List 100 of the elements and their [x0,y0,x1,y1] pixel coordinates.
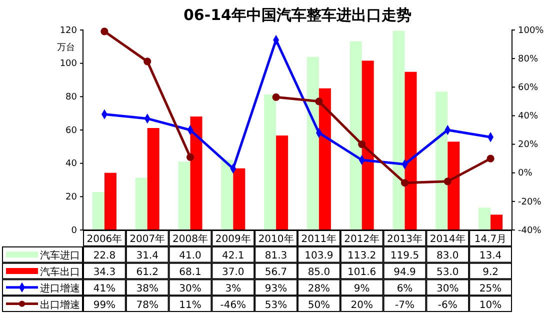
y2-tick-label: 100% [518,26,544,36]
point [100,28,108,36]
point [400,179,409,187]
bar [190,116,202,230]
y-tick-label: 20 [66,192,78,203]
y-tick-label: 0 [71,226,78,236]
point [444,178,452,186]
bar [264,94,276,230]
data-label: -7% [395,300,414,311]
data-label: 41.0 [179,250,202,262]
x-tick-label: 2013年 [387,233,422,246]
data-label: 94.9 [394,267,416,278]
x-tick-label: 2006年 [86,233,122,246]
bar [104,172,116,230]
legend-label: 出口增速 [40,298,80,311]
legend-label: 进口增速 [40,282,80,294]
y2-tick-label: -40% [518,226,542,236]
data-label: 119.5 [390,250,420,262]
data-label: 101.6 [348,267,376,278]
bar [362,60,374,230]
bar [147,128,160,230]
data-label: 37.0 [222,267,244,278]
bar [478,208,491,230]
x-tick-label: 14.7月 [474,234,507,246]
y2-tick-label: 80% [518,54,538,64]
data-label: 99% [93,300,116,311]
data-label: 3% [225,283,242,294]
data-label: 113.2 [348,250,376,262]
data-label: 93% [264,283,288,294]
data-label: 30% [436,283,459,294]
data-label: 50% [308,300,330,311]
data-label: 31.4 [136,250,158,262]
y2-tick-label: 20% [518,140,538,150]
y2-tick-label: 60% [518,83,538,94]
data-label: 83.0 [436,250,459,262]
y-tick-label: 40 [66,159,78,170]
y-tick-label: 80 [66,92,78,103]
text: -46% [220,300,246,311]
data-label: 78% [136,300,158,311]
data-label: 42.1 [222,250,244,262]
data-label: 81.3 [264,250,288,262]
point [315,98,323,106]
data-label: 28% [308,283,330,294]
x-tick-label: 2012年 [344,233,380,246]
data-label: 53% [264,300,288,311]
y2-tick-label: 0% [518,168,533,179]
bar [404,72,417,230]
point [358,140,366,148]
y-axis-title: 万台 [57,42,75,53]
data-label: 61.2 [136,267,158,278]
point [144,58,152,66]
data-label: 103.9 [304,250,334,262]
point [272,93,280,101]
data-label: 11% [179,300,202,311]
y2-tick-label: -20% [518,197,542,208]
x-tick-label: 2014年 [430,233,466,246]
data-label: 13.4 [479,250,502,262]
bar [392,30,405,230]
y2-tick-label: 40% [518,112,538,122]
x-tick-label: 2010年 [258,233,294,246]
bar [306,56,319,230]
x-tick-label: 2007年 [130,233,166,246]
data-label: 34.3 [93,267,116,278]
bar [318,88,331,230]
chart-title: 06-14年中国汽车整车进出口走势 [184,6,412,24]
point [486,154,494,162]
bar [221,160,234,230]
data-label: -6% [438,300,458,311]
data-label: 41% [93,283,116,294]
data-label: 68.1 [179,267,202,278]
y-tick-label: 100 [60,59,78,70]
x-tick-label: 2008年 [172,233,208,246]
y-tick-label: 120 [60,26,78,36]
data-label: 9.2 [482,267,499,278]
data-label: 9% [354,283,370,294]
bar [135,178,148,230]
x-tick-label: 2011年 [301,233,337,246]
bar [92,192,104,230]
legend-label: 汽车出口 [40,266,80,278]
y-tick-label: 60 [66,126,78,136]
legend-label: 汽车进口 [40,250,80,262]
data-label: 22.8 [93,250,116,262]
data-label: 30% [179,283,202,294]
bar [490,214,503,230]
point [186,153,194,161]
data-label: 85.0 [308,267,330,278]
data-label: 38% [136,283,158,294]
bar [178,162,190,230]
data-label: 6% [396,283,413,294]
bar [233,168,246,230]
data-label: 10% [479,300,502,311]
bar [436,92,448,230]
data-label: 25% [479,283,502,294]
data-label: 56.7 [264,267,288,278]
bar [276,136,288,230]
data-label: 20% [350,300,373,311]
bar [448,142,460,230]
data-label: 53.0 [436,267,459,278]
bar [350,41,362,230]
x-tick-label: 2009年 [215,233,251,246]
